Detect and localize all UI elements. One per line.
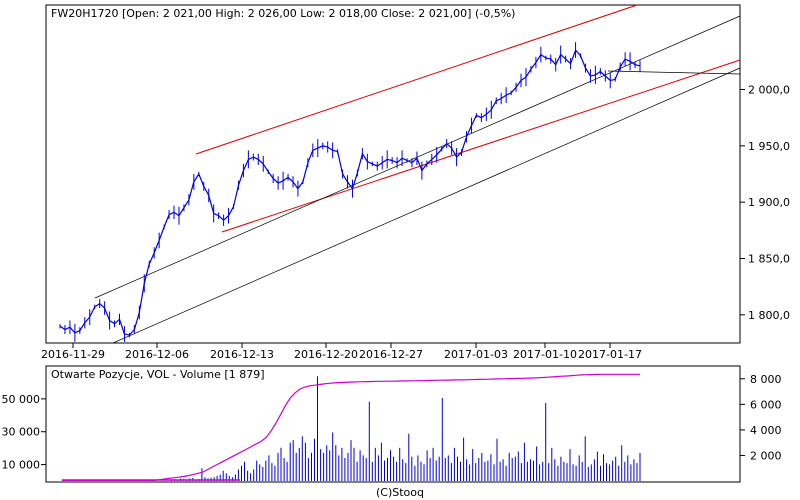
volume-right-tick-label: 4 000 — [750, 424, 782, 437]
price-y-tick-label: 1 800,0 — [748, 309, 790, 322]
price-x-tick-label: 2017-01-17 — [578, 348, 642, 361]
price-x-tick-label: 2016-12-20 — [294, 348, 358, 361]
volume-chart-title: Otwarte Pozycje, VOL - Volume [1 879] — [51, 368, 265, 381]
price-y-tick-label: 1 850,0 — [748, 253, 790, 266]
price-panel-frame — [45, 4, 741, 344]
price-x-tick-label: 2017-01-10 — [513, 348, 577, 361]
price-x-tick-label: 2017-01-03 — [444, 348, 508, 361]
volume-right-axis: 2 000 4 000 6 000 8 000 — [740, 373, 782, 462]
price-x-tick-label: 2016-12-06 — [125, 348, 189, 361]
volume-right-tick-label: 2 000 — [750, 449, 782, 462]
footer-credit: (C)Stooq — [376, 486, 424, 499]
volume-right-tick-label: 6 000 — [750, 398, 782, 411]
price-series — [59, 42, 641, 342]
volume-left-tick-label: 30 000 — [2, 426, 41, 439]
price-y-tick-label: 1 900,0 — [748, 196, 790, 209]
price-y-tick-label: 2 000,0 — [748, 84, 790, 97]
price-x-axis: 2016-11-29 2016-12-06 2016-12-13 2016-12-20… — [41, 343, 642, 361]
price-x-tick-label: 2016-12-27 — [359, 348, 423, 361]
volume-panel-frame — [45, 365, 741, 483]
price-chart-title: FW20H1720 [Open: 2 021,00 High: 2 026,00… — [51, 7, 515, 20]
volume-left-axis: 10 000 30 000 50 000 — [2, 393, 46, 472]
price-x-tick-label: 2016-12-13 — [210, 348, 274, 361]
close-level-line — [607, 70, 741, 75]
volume-left-tick-label: 50 000 — [2, 393, 41, 406]
price-x-tick-label: 2016-11-29 — [41, 348, 105, 361]
volume-right-tick-label: 8 000 — [750, 373, 782, 386]
price-y-tick-label: 1 950,0 — [748, 140, 790, 153]
volume-left-tick-label: 10 000 — [2, 459, 41, 472]
open-interest-line — [62, 373, 640, 481]
price-line — [59, 48, 641, 336]
price-y-axis: 1 800,0 1 850,0 1 900,0 1 950,0 2 000,0 — [740, 84, 790, 322]
channel-upper-line — [195, 4, 638, 155]
trendlines — [94, 4, 741, 344]
volume-bars — [171, 376, 641, 481]
channel-lower-line — [221, 59, 741, 233]
trend-lower-line — [112, 67, 741, 344]
